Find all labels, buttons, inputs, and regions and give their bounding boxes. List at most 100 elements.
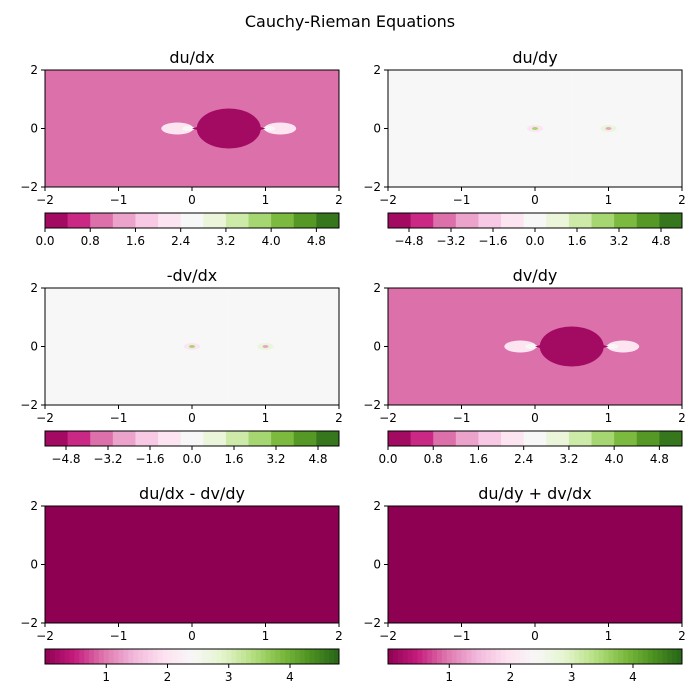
colorbar-segment [118,649,124,664]
colorbar-segment [672,649,678,664]
x-tick-label: −1 [453,193,471,207]
colorbar-segment [225,431,249,446]
colorbar-frame [44,212,340,229]
colorbar-segment [437,649,443,664]
colorbar-segment [559,649,565,664]
colorbar-tick-label: 4.0 [605,452,624,466]
colorbar-segment [45,213,69,228]
x-tick-label: 0 [531,193,539,207]
colorbar-segment [623,649,629,664]
colorbar-segment [54,649,61,664]
colorbar-segment [255,649,261,664]
colorbar-segment [285,649,291,664]
colorbar-segment [618,649,624,664]
colorbar-segment [412,649,418,664]
colorbar-tick-label: 0.8 [81,234,100,248]
x-tick-label: 2 [335,193,343,207]
colorbar-segment [397,649,404,664]
heatmap-region-bottom-left [388,128,572,187]
colorbar-segment [270,649,276,664]
x-tick-label: 0 [188,193,196,207]
colorbar-segment [108,649,114,664]
heatmap-background [388,506,682,623]
colorbar-segment [495,649,502,664]
colorbar-segment [579,649,585,664]
x-tick-label: −2 [36,629,54,643]
colorbar-segment [642,649,649,664]
colorbar-segment [90,431,114,446]
colorbar-tick-label: 4.8 [650,452,669,466]
heatmap-side-lobe [264,122,297,135]
colorbar-segment [133,649,139,664]
colorbar-segment [49,649,56,664]
colorbar-segment [316,431,340,446]
colorbar-segment [455,431,479,446]
y-tick-label: 2 [30,499,38,513]
colorbar-tick-label: 3.2 [266,452,285,466]
colorbar-tick-label: 4.0 [262,234,281,248]
colorbar-segment [591,213,615,228]
colorbar-tick-label: 0.0 [182,452,201,466]
colorbar-tick-label: −4.8 [51,452,80,466]
colorbar-segment [588,649,595,664]
colorbar-segment [294,649,301,664]
colorbar-tick-label: 0.0 [525,234,544,248]
colorbar-segment [309,649,315,664]
colorbar-segment [69,649,75,664]
heatmap-side-lobe [161,122,194,135]
colorbar-tick-label: 0.0 [378,452,397,466]
colorbar-segment [319,649,325,664]
colorbar-segment [530,649,536,664]
colorbar-segment [451,649,457,664]
x-tick-label: 1 [262,629,270,643]
colorbar-segment [657,649,663,664]
colorbar-frame [387,430,683,447]
colorbar-segment [280,649,286,664]
colorbar-segment [478,431,502,446]
y-tick-label: 0 [373,340,381,354]
colorbar-segment [544,649,551,664]
colorbar: 1 2 3 4 [387,648,683,684]
colorbar-segment [128,649,134,664]
colorbar-segment [564,649,570,664]
colorbar-segment [206,649,212,664]
y-tick-label: 0 [30,558,38,572]
panel-title: du/dy + dv/dx [478,484,592,503]
y-tick-label: 0 [30,122,38,136]
panel-title: du/dx - dv/dy [139,484,245,503]
colorbar-tick-label: 3.2 [559,452,578,466]
colorbar-segment [112,213,136,228]
x-tick-label: 0 [188,411,196,425]
colorbar-segment [241,649,247,664]
heatmap-pole-glow [606,344,619,349]
colorbar-segment [177,649,183,664]
colorbar-segment [466,649,472,664]
colorbar-segment [614,431,638,446]
colorbar-segment [293,431,317,446]
colorbar-segment [94,649,100,664]
heatmap-side-lobe [504,340,537,353]
x-tick-label: 1 [262,411,270,425]
colorbar-segment [112,431,136,446]
heatmap [45,506,339,623]
heatmap [45,288,339,405]
x-tick-label: 2 [678,193,686,207]
colorbar-segment [402,649,408,664]
panels: du/dx−2 −1 0 1 220−20.0 0.8 1.6 2.4 3.2 4.0 4.8du/… [20,48,686,684]
x-tick-label: −2 [379,411,397,425]
colorbar-segment [98,649,105,664]
colorbar-tick-label: 2 [507,670,515,684]
colorbar-segment [659,431,683,446]
colorbar-segment [187,649,193,664]
colorbar-segment [172,649,178,664]
y-tick-label: 2 [30,281,38,295]
colorbar-segment [158,431,182,446]
heatmap-region-bottom-right [228,346,339,405]
colorbar-segment [250,649,257,664]
colorbar-segment [546,213,570,228]
colorbar-tick-label: 3 [225,670,233,684]
colorbar-segment [636,213,660,228]
heatmap-region-top-left [388,70,572,129]
x-tick-label: −2 [379,193,397,207]
colorbar-segment [456,649,462,664]
